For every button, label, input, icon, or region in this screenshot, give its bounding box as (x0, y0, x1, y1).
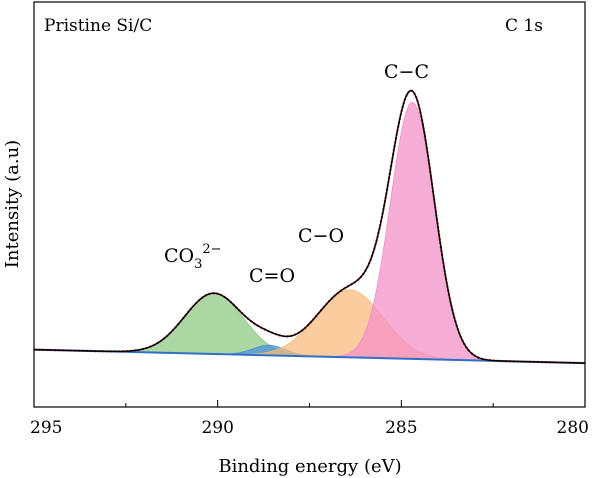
envelope-line (33, 89, 586, 364)
x-tick-label: 295 (30, 418, 62, 438)
x-axis-title: Binding energy (eV) (218, 456, 401, 477)
sample-label: Pristine Si/C (44, 16, 152, 36)
x-tick-label: 285 (385, 418, 417, 438)
peak-label-cc: C−C (384, 61, 429, 83)
x-tick-label: 280 (557, 418, 589, 438)
x-axis-ticks: 295 290 285 280 (30, 400, 589, 438)
x-tick-label: 290 (201, 418, 233, 438)
envelope (33, 89, 586, 365)
peak-label-co3-base: CO (164, 245, 194, 267)
peak-label-co3: CO32− (164, 242, 222, 272)
peak-label-co3-sub: 3 (194, 257, 202, 272)
peak-label-co3-sup: 2− (202, 242, 221, 257)
y-axis-title: Intensity (a.u) (2, 140, 23, 268)
spectrum-label: C 1s (505, 16, 543, 36)
peak-label-c-o: C−O (298, 225, 344, 247)
peak-label-co: C=O (249, 265, 295, 287)
